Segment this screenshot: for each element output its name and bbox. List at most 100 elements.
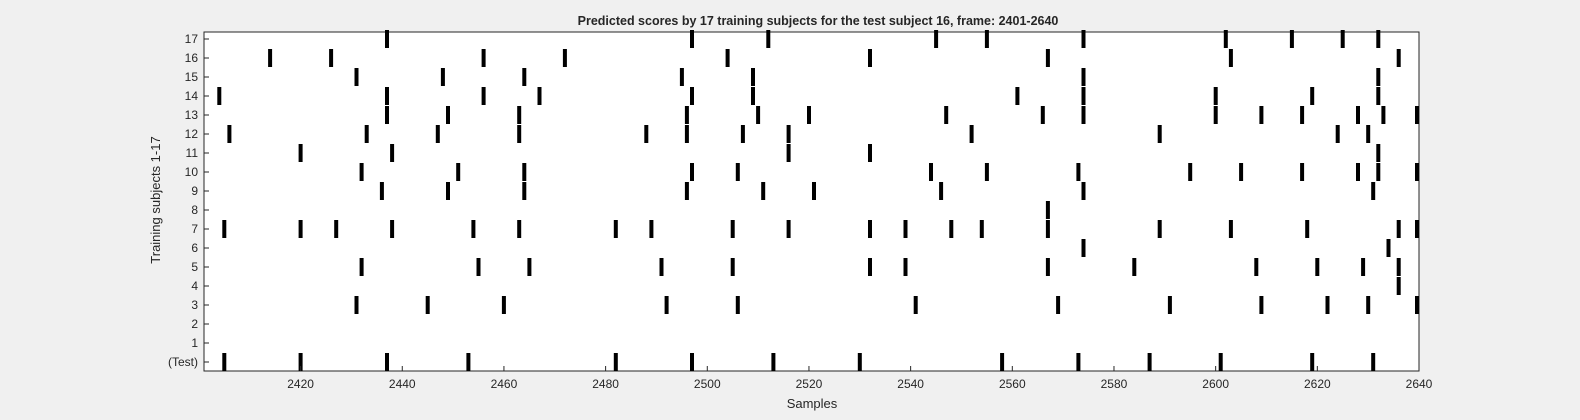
spike-mark	[1254, 258, 1259, 276]
plot-area	[203, 31, 1420, 372]
spike-mark	[1356, 106, 1360, 124]
spike-mark	[446, 182, 450, 200]
x-tick-label: 2620	[1304, 377, 1331, 391]
spike-mark	[1081, 87, 1086, 105]
spike-mark	[1076, 353, 1081, 371]
spike-mark	[390, 220, 395, 238]
y-tick-label: 11	[186, 146, 199, 160]
spike-mark	[684, 106, 689, 124]
spike-mark	[913, 296, 918, 314]
y-tick-label: 13	[185, 108, 199, 122]
spike-mark	[984, 163, 989, 181]
spike-mark	[334, 220, 339, 238]
spike-mark	[385, 353, 389, 371]
spike-mark	[1325, 296, 1330, 314]
spike-mark	[1381, 106, 1386, 124]
spike-mark	[537, 87, 542, 105]
spike-mark	[385, 30, 389, 48]
spike-mark	[1045, 201, 1050, 219]
spike-mark	[1361, 258, 1366, 276]
spike-mark	[868, 258, 872, 276]
spike-mark	[1315, 258, 1320, 276]
spike-mark	[222, 353, 227, 371]
spike-mark	[440, 68, 445, 86]
spike-mark	[969, 125, 974, 143]
spike-mark	[1015, 87, 1020, 105]
chart-title: Predicted scores by 17 training subjects…	[578, 14, 1059, 28]
spike-mark	[359, 258, 364, 276]
spike-mark	[751, 87, 755, 105]
spike-mark	[1305, 220, 1310, 238]
spike-mark	[1376, 87, 1381, 105]
y-tick-label: 8	[191, 203, 198, 217]
spike-mark	[1188, 163, 1193, 181]
y-tick-label: 12	[185, 127, 199, 141]
spike-mark	[735, 296, 740, 314]
spike-mark	[1335, 125, 1340, 143]
spike-mark	[1415, 220, 1419, 238]
y-tick-label: 17	[185, 32, 199, 46]
spike-mark	[1340, 30, 1345, 48]
y-tick-label: 14	[185, 89, 199, 103]
y-tick-label: 3	[191, 298, 198, 312]
y-axis-label: Training subjects 1-17	[148, 136, 163, 263]
spike-mark	[730, 220, 735, 238]
spike-mark	[1259, 296, 1264, 314]
spike-mark	[929, 163, 933, 181]
spike-mark	[868, 220, 872, 238]
spike-mark	[690, 87, 694, 105]
spike-mark	[517, 220, 522, 238]
spike-mark	[786, 125, 791, 143]
spike-mark	[735, 163, 740, 181]
spike-mark	[1056, 296, 1061, 314]
spike-mark	[354, 68, 359, 86]
spike-mark	[1045, 49, 1050, 67]
spike-mark	[679, 68, 684, 86]
spike-mark	[684, 125, 689, 143]
spike-mark	[1228, 220, 1233, 238]
x-tick-label: 2520	[796, 377, 823, 391]
spike-mark	[1213, 106, 1218, 124]
y-tick-label: 7	[191, 222, 198, 236]
x-axis: 2420 2440 2460 2480 2500 2520 2540 2560 2580 2600…	[287, 366, 1433, 391]
spike-mark	[1289, 30, 1294, 48]
spike-mark	[354, 296, 359, 314]
spike-mark	[1310, 353, 1315, 371]
spike-mark	[1415, 296, 1419, 314]
spike-mark	[517, 106, 522, 124]
spike-mark	[329, 49, 334, 67]
spike-mark	[268, 49, 273, 67]
spike-mark	[1376, 68, 1381, 86]
spike-mark	[359, 163, 364, 181]
x-tick-label: 2460	[491, 377, 518, 391]
y-tick-label: 2	[191, 317, 198, 331]
spike-mark	[903, 258, 908, 276]
y-tick-label: 10	[185, 165, 199, 179]
y-tick-label: 9	[191, 184, 198, 198]
spike-mark	[1386, 239, 1391, 257]
spike-mark	[868, 144, 872, 162]
spike-mark	[690, 353, 694, 371]
spike-mark	[1415, 106, 1419, 124]
spike-mark	[812, 182, 816, 200]
spike-mark	[1310, 87, 1315, 105]
spike-mark	[1081, 30, 1086, 48]
spike-mark	[786, 220, 791, 238]
spike-mark	[298, 353, 303, 371]
spike-mark	[1213, 87, 1218, 105]
spike-mark	[522, 182, 527, 200]
spike-mark	[425, 296, 430, 314]
spike-mark	[1366, 296, 1371, 314]
spike-mark	[786, 144, 791, 162]
spike-mark	[684, 182, 689, 200]
spike-mark	[456, 163, 461, 181]
spike-mark	[761, 182, 766, 200]
spike-mark	[725, 49, 730, 67]
x-tick-label: 2640	[1406, 377, 1433, 391]
x-tick-label: 2480	[592, 377, 619, 391]
x-tick-label: 2440	[389, 377, 416, 391]
x-tick-label: 2540	[897, 377, 924, 391]
y-tick-label: (Test)	[168, 355, 198, 369]
spike-mark	[517, 125, 522, 143]
spike-mark	[1218, 353, 1223, 371]
